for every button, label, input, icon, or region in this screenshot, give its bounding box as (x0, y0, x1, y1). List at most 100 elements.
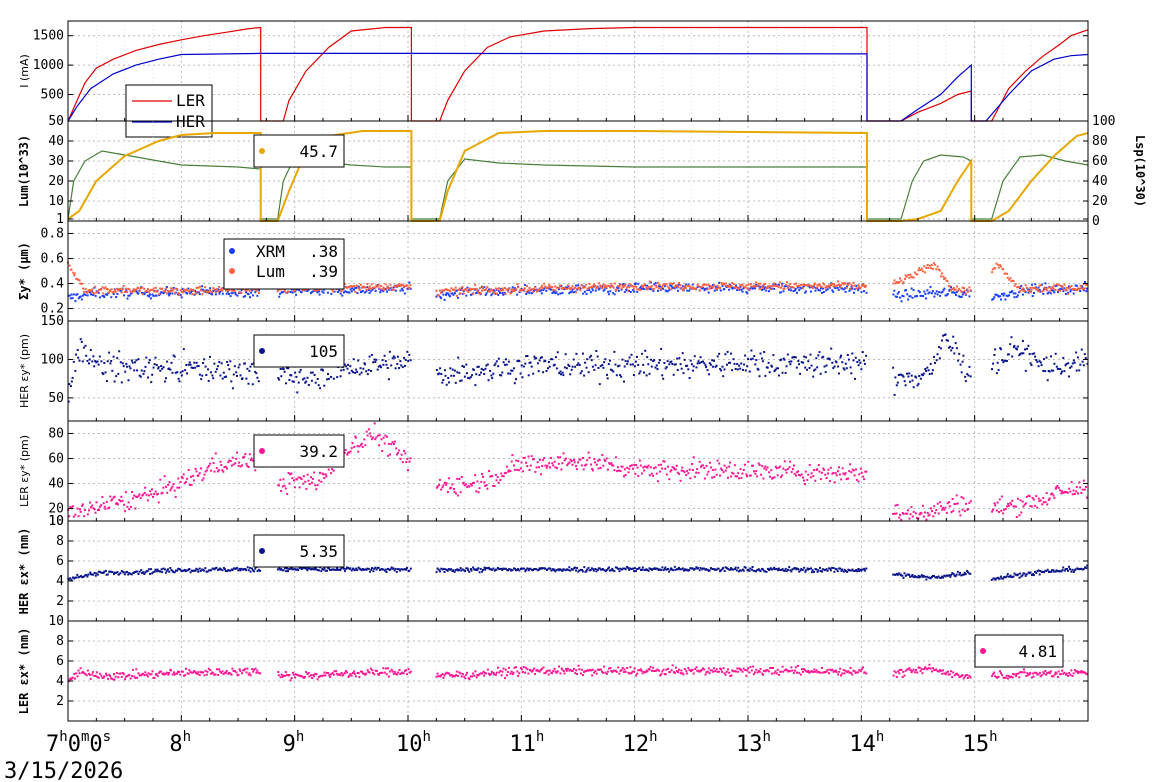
data-point (194, 671, 197, 674)
data-point (1050, 355, 1052, 358)
data-point (591, 285, 594, 288)
data-point (692, 456, 695, 459)
data-point (907, 298, 910, 301)
data-point (284, 671, 287, 673)
data-point (1066, 292, 1069, 295)
data-point (400, 283, 403, 286)
data-point (569, 373, 572, 376)
data-point (117, 372, 120, 375)
data-point (366, 373, 369, 376)
data-point (460, 476, 463, 478)
data-point (1040, 290, 1043, 293)
data-point (929, 267, 932, 270)
data-point (359, 367, 362, 370)
y-tick-label-right: 20 (1092, 194, 1108, 209)
data-point (483, 481, 486, 484)
data-point (938, 346, 940, 349)
data-point (1033, 292, 1035, 294)
data-point (922, 515, 925, 518)
data-point (404, 358, 407, 361)
data-point (134, 677, 137, 679)
y-axis-label: LER εy* (pm) (18, 435, 31, 507)
data-point (753, 355, 756, 358)
data-point (397, 285, 400, 287)
data-point (617, 287, 620, 290)
data-point (703, 477, 706, 480)
data-point (401, 284, 404, 287)
data-point (114, 571, 117, 574)
data-point (723, 288, 726, 291)
data-point (564, 457, 567, 460)
data-point (961, 286, 964, 289)
data-point (842, 472, 845, 475)
data-point (1004, 576, 1007, 579)
data-point (908, 573, 911, 576)
data-point (1081, 360, 1084, 363)
data-point (1056, 485, 1059, 487)
data-point (92, 294, 95, 296)
data-point (1057, 367, 1060, 370)
data-point (1036, 506, 1039, 509)
data-point (371, 288, 374, 291)
data-point (564, 286, 567, 289)
data-point (902, 295, 905, 298)
legend-box (253, 534, 345, 568)
data-point (1049, 292, 1052, 295)
data-point (626, 286, 629, 289)
data-point (238, 461, 241, 464)
data-point (234, 567, 237, 570)
data-point (499, 374, 502, 377)
data-point (179, 481, 182, 483)
data-point (591, 469, 594, 472)
data-point (949, 575, 952, 578)
data-point (148, 289, 151, 292)
data-point (331, 468, 334, 471)
data-point (544, 464, 547, 467)
data-point (544, 567, 547, 570)
data-point (775, 567, 778, 570)
data-point (808, 464, 811, 466)
data-point (448, 381, 450, 384)
data-point (465, 567, 468, 570)
data-point (932, 267, 934, 270)
data-point (912, 276, 915, 279)
data-point (1037, 365, 1040, 368)
data-point (954, 575, 957, 578)
data-point (958, 573, 961, 576)
data-point (372, 436, 375, 439)
data-point (364, 673, 367, 676)
data-point (475, 287, 478, 290)
data-point (387, 287, 390, 290)
data-point (187, 672, 190, 675)
data-point (829, 466, 832, 469)
data-point (1062, 566, 1065, 569)
data-point (562, 374, 565, 377)
data-point (918, 291, 921, 294)
data-point (184, 480, 187, 483)
data-point (616, 566, 618, 569)
data-point (693, 475, 696, 478)
data-point (718, 352, 721, 355)
data-point (389, 287, 392, 290)
data-point (327, 672, 330, 674)
data-point (102, 571, 105, 574)
data-point (166, 292, 168, 295)
data-point (807, 284, 810, 287)
data-point (927, 267, 930, 269)
data-point (215, 368, 218, 371)
data-point (178, 294, 181, 297)
data-point (1002, 268, 1005, 271)
data-point (649, 286, 652, 289)
data-point (370, 438, 373, 441)
data-point (806, 567, 809, 570)
legend-value: 5.35 (299, 542, 338, 561)
data-point (279, 478, 282, 481)
data-point (788, 284, 791, 287)
data-point (823, 468, 825, 471)
data-point (812, 286, 814, 289)
data-point (319, 387, 322, 390)
data-point (408, 460, 411, 463)
data-point (954, 342, 957, 345)
data-point (465, 363, 468, 366)
